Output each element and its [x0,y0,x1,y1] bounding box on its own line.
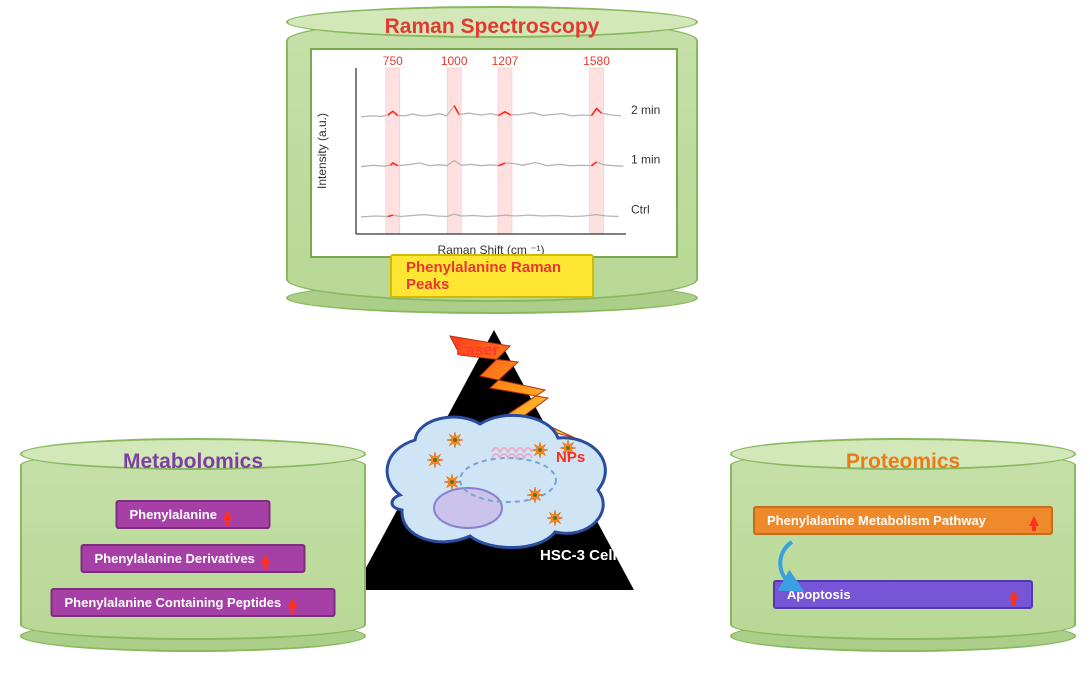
svg-text:1 min: 1 min [631,153,660,167]
svg-text:1580: 1580 [583,54,610,68]
svg-text:Intensity (a.u.): Intensity (a.u.) [315,113,329,189]
raman-title: Raman Spectroscopy [288,15,696,39]
np-label: NPs [556,449,585,466]
svg-text:Ctrl: Ctrl [631,202,650,216]
hsc3-label: HSC-3 Cell [540,547,617,564]
up-arrow-icon [223,510,233,520]
proteomics-arrow-icon [772,540,812,595]
pptt-label: PPTT [566,389,607,406]
proteomics-item: Phenylalanine Metabolism Pathway [753,506,1053,535]
metabolomics-item: Phenylalanine Containing Peptides [51,588,336,617]
up-arrow-icon [1029,516,1039,526]
pill-label: Phenylalanine Metabolism Pathway [767,513,986,528]
up-arrow-icon [287,598,297,608]
raman-caption: Phenylalanine Raman Peaks [390,254,594,298]
raman-chart-svg: 7501000120715802 min1 minCtrlRaman Shift… [312,50,680,260]
cell-icon [387,415,605,547]
metabolomics-item: Phenylalanine [116,500,271,529]
svg-text:1000: 1000 [441,54,468,68]
raman-cylinder: Raman Spectroscopy 750 1000 1207 1580 2 min 1… [286,18,698,302]
metabolomics-cylinder: Metabolomics Phenylalanine Phenylalanine … [20,450,366,640]
metabolomics-item: Phenylalanine Derivatives [81,544,306,573]
raman-chart: 7501000120715802 min1 minCtrlRaman Shift… [310,48,678,258]
laser-label: Laser [456,342,499,359]
up-arrow-icon [261,554,271,564]
svg-text:750: 750 [383,54,403,68]
pill-label: Phenylalanine Derivatives [95,551,255,566]
pill-label: Phenylalanine [130,507,217,522]
svg-text:2 min: 2 min [631,103,660,117]
proteomics-title: Proteomics [732,450,1074,474]
proteomics-item: Apoptosis [773,580,1033,609]
center-overlay: Laser PPTT NPs HSC-3 Cell [340,300,650,600]
metabolomics-title: Metabolomics [22,450,364,474]
svg-text:1207: 1207 [492,54,519,68]
up-arrow-icon [1009,590,1019,600]
pill-label: Phenylalanine Containing Peptides [65,595,282,610]
